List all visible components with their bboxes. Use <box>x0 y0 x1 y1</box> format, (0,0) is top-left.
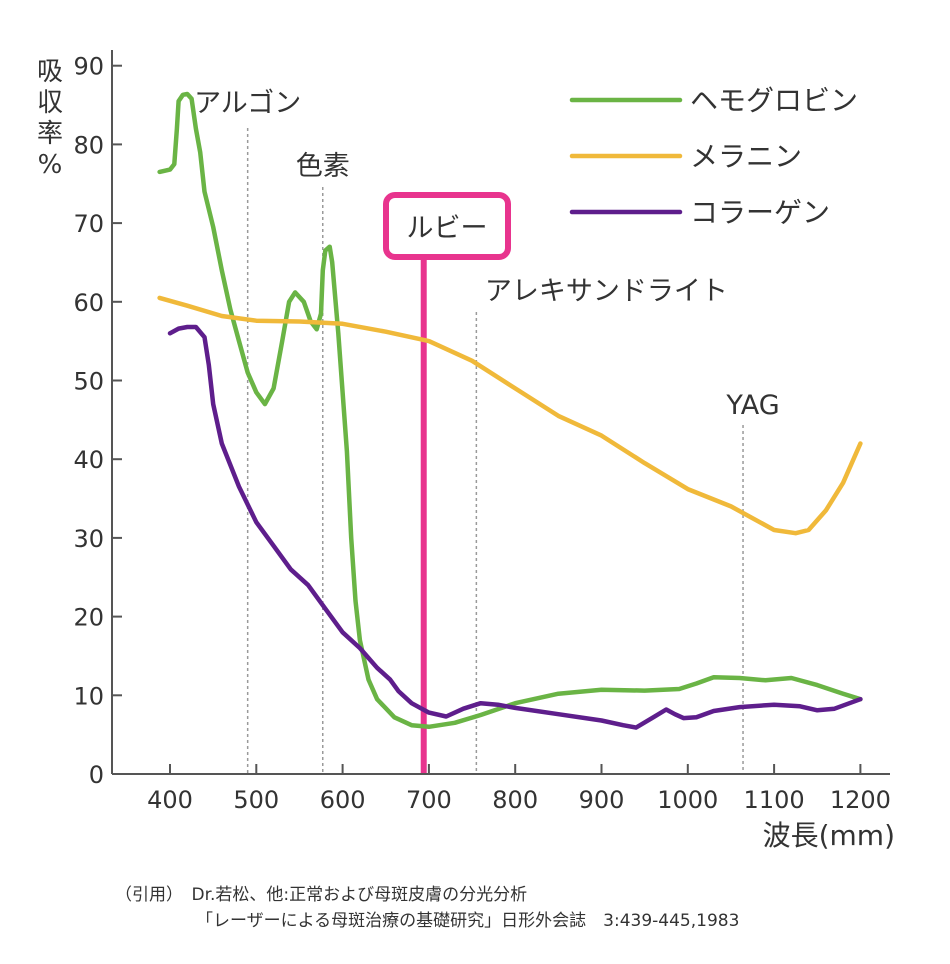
legend-label: メラニン <box>690 140 802 173</box>
y-axis-label-char: % <box>38 150 63 180</box>
x-tick-label: 1000 <box>657 786 718 814</box>
legend-label: ヘモグロビン <box>690 84 858 117</box>
x-tick-label: 900 <box>579 786 625 814</box>
x-ticks: 400 500 600 700 800 900 1000 1100 1200 <box>147 764 891 814</box>
y-tick-label: 30 <box>73 525 104 553</box>
y-tick-label: 60 <box>73 289 104 317</box>
y-axis-label-char: 収 <box>37 88 63 118</box>
y-tick-label: 50 <box>73 368 104 396</box>
laser-label: YAG <box>725 390 779 421</box>
citation-line-2: 「レーザーによる母斑治療の基礎研究」日形外会誌 3:439-445,1983 <box>196 911 740 931</box>
laser-label: アルゴン <box>194 88 301 119</box>
series-line-2 <box>167 324 863 730</box>
laser-label: アレキサンドライト <box>485 276 728 307</box>
axes <box>111 50 890 775</box>
x-tick-label: 400 <box>147 786 193 814</box>
ruby-label: ルビー <box>407 213 488 244</box>
x-tick-label: 1100 <box>744 786 805 814</box>
x-tick-label: 800 <box>492 786 538 814</box>
citation-line-1: （引用） Dr.若松、他:正常および母斑皮膚の分光分析 <box>115 885 528 905</box>
legend-label: コラーゲン <box>690 196 830 229</box>
y-axis-label: 吸収率% <box>37 57 63 180</box>
laser-label: 色素 <box>296 151 350 182</box>
y-tick-label: 90 <box>73 53 104 81</box>
y-ticks: 0 10 20 30 40 50 60 70 80 90 <box>73 53 122 789</box>
x-tick-label: 700 <box>406 786 452 814</box>
ruby-label-box <box>383 192 511 260</box>
absorption-chart: 0 10 20 30 40 50 60 70 80 90 400 500 600 700 800 900 10… <box>37 50 895 852</box>
y-tick-label: 40 <box>73 446 104 474</box>
y-axis-label-char: 吸 <box>37 57 63 87</box>
y-tick-label: 20 <box>73 604 104 632</box>
y-tick-label: 10 <box>73 682 104 710</box>
x-tick-label: 1200 <box>830 786 891 814</box>
x-axis-label: 波長(mm) <box>763 819 895 852</box>
y-tick-label: 0 <box>89 761 104 789</box>
y-tick-label: 80 <box>73 131 104 159</box>
x-tick-label: 500 <box>233 786 279 814</box>
series-lines <box>157 91 863 730</box>
y-axis-label-char: 率 <box>37 119 63 149</box>
series-line-1 <box>157 295 863 536</box>
y-tick-label: 70 <box>73 210 104 238</box>
x-tick-label: 600 <box>320 786 366 814</box>
series-line-0 <box>157 91 863 730</box>
